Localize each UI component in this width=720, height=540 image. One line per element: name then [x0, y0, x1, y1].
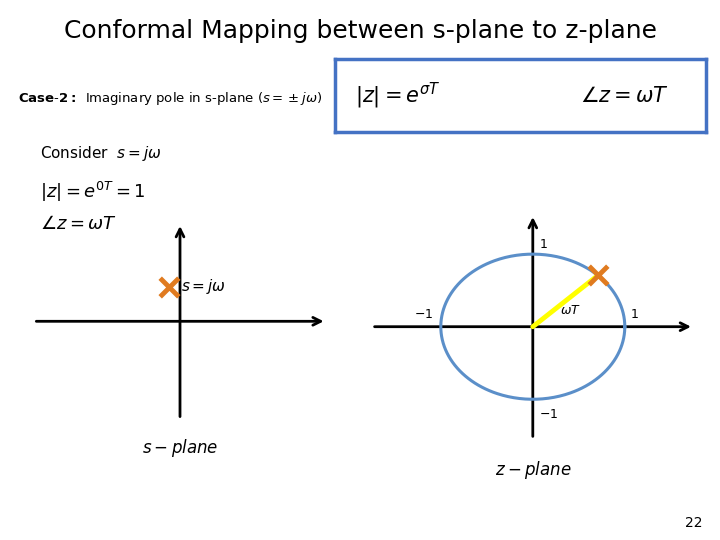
- Text: $s - plane$: $s - plane$: [142, 437, 218, 459]
- Text: $1$: $1$: [539, 238, 548, 251]
- Text: $\mathbf{Case\text{-}2:}$: $\mathbf{Case\text{-}2:}$: [18, 92, 76, 105]
- Text: $\angle z = \omega T$: $\angle z = \omega T$: [40, 215, 117, 233]
- Text: Consider  $s = j\omega$: Consider $s = j\omega$: [40, 144, 161, 164]
- Text: $-1$: $-1$: [539, 408, 559, 421]
- Text: $|z| = e^{\sigma T}$: $|z| = e^{\sigma T}$: [355, 81, 441, 111]
- Text: Conformal Mapping between s-plane to z-plane: Conformal Mapping between s-plane to z-p…: [63, 19, 657, 43]
- Text: $\omega T$: $\omega T$: [560, 303, 581, 316]
- Text: $\angle z = \omega T$: $\angle z = \omega T$: [580, 86, 668, 106]
- Text: Imaginary pole in s-plane $(s = \pm j\omega)$: Imaginary pole in s-plane $(s = \pm j\om…: [85, 90, 323, 107]
- Text: 22: 22: [685, 516, 702, 530]
- Text: $|z| = e^{0T} = 1$: $|z| = e^{0T} = 1$: [40, 180, 145, 204]
- Text: $s = j\omega$: $s = j\omega$: [181, 277, 226, 296]
- Point: [592, 271, 603, 280]
- Point: [163, 282, 174, 291]
- Text: $z - plane$: $z - plane$: [495, 459, 571, 481]
- Text: $-1$: $-1$: [414, 308, 433, 321]
- Text: $1$: $1$: [630, 308, 639, 321]
